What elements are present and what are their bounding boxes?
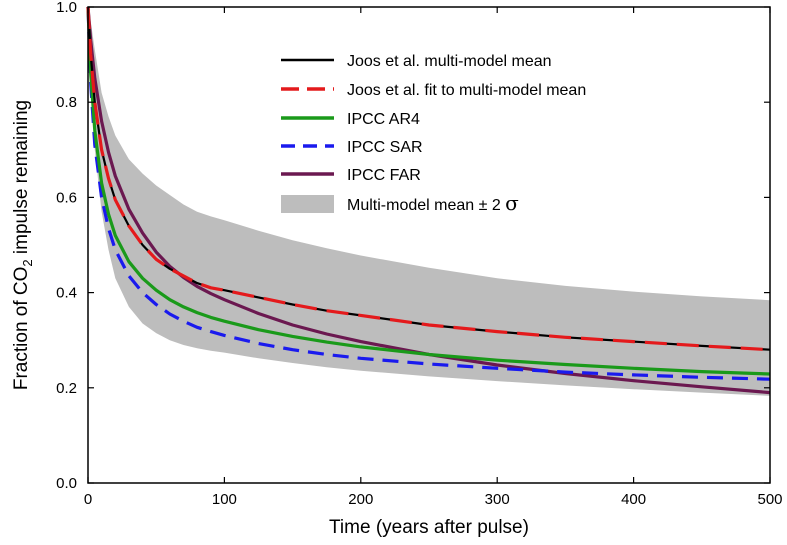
y-tick-label: 0.4 (56, 285, 77, 302)
x-tick-label: 200 (348, 491, 373, 508)
legend-label-3: IPCC SAR (347, 139, 423, 156)
legend-label-1: Joos et al. fit to multi-model mean (347, 82, 586, 99)
legend-label-2: IPCC AR4 (347, 111, 420, 128)
x-tick-label: 0 (84, 491, 92, 508)
series-line-3 (86, 6, 771, 381)
legend-label-0: Joos et al. multi-model mean (347, 53, 552, 70)
x-tick-label: 100 (212, 491, 237, 508)
y-axis-title-prefix: Fraction of CO (11, 267, 32, 391)
x-tick-label: 400 (621, 491, 646, 508)
series-line-4 (86, 6, 771, 395)
series-layer (86, 6, 771, 395)
x-tick-label: 500 (757, 491, 782, 508)
x-tick-label: 300 (485, 491, 510, 508)
y-tick-label: 1.0 (56, 0, 77, 16)
legend-label-4: IPCC FAR (347, 167, 421, 184)
y-tick-label: 0.6 (56, 189, 77, 206)
legend-sigma-symbol: σ (505, 191, 519, 215)
series-line-2 (86, 6, 771, 376)
y-tick-label: 0.8 (56, 94, 77, 111)
y-axis-title: Fraction of CO2 impulse remaining (11, 100, 35, 390)
x-axis-title: Time (years after pulse) (329, 517, 529, 538)
uncertainty-band-layer (88, 7, 770, 396)
y-tick-label: 0.0 (56, 475, 77, 492)
y-axis-title-subscript: 2 (20, 259, 35, 266)
plot-frame (87, 6, 771, 484)
series-line-1 (86, 6, 771, 352)
uncertainty-band (88, 7, 770, 396)
legend-swatch-band (281, 195, 334, 213)
y-tick-label: 0.2 (56, 380, 77, 397)
y-axis-title-suffix: impulse remaining (11, 100, 32, 259)
tick-layer: 0 100 200 300 400 500 0.0 0.2 0.4 0.6 0.8 1.0 (56, 0, 782, 508)
legend: Joos et al. multi-model mean Joos et al. … (281, 53, 586, 215)
